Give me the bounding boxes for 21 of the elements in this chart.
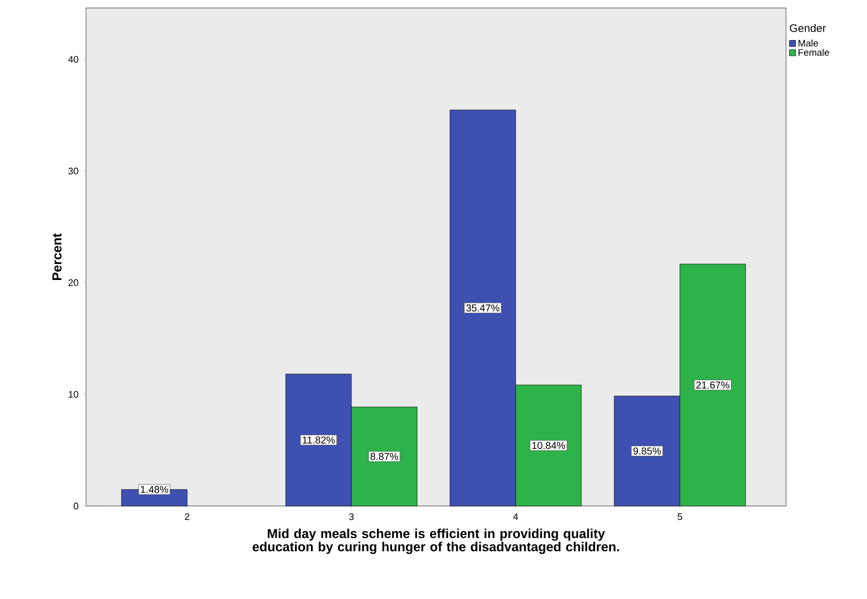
data-label: 21.67% — [696, 381, 730, 389]
x-tick-label: 3 — [349, 513, 354, 520]
data-label: 10.84% — [532, 442, 566, 450]
y-tick-label: 0 — [74, 502, 78, 510]
y-tick-label: 20 — [68, 279, 78, 286]
y-axis-title: Percent — [52, 233, 62, 280]
legend-title: Gender — [790, 24, 826, 32]
y-tick-label: 40 — [68, 56, 78, 63]
data-label: 11.82% — [302, 436, 335, 444]
data-label: 8.87% — [370, 452, 398, 460]
data-label: 35.47% — [466, 304, 500, 312]
data-label: 1.48% — [140, 486, 168, 494]
legend-label: Male — [798, 40, 818, 47]
data-label: 9.85% — [633, 447, 661, 455]
legend-label: Female — [798, 48, 830, 56]
x-axis-title: Mid day meals scheme is efficient in providing quality education by curing hunger of the disadvantaged children. — [252, 528, 619, 554]
x-tick-label: 5 — [678, 513, 682, 520]
x-tick-label: 2 — [185, 513, 190, 520]
x-tick-label: 4 — [513, 513, 518, 520]
y-tick-label: 10 — [68, 390, 78, 398]
y-tick-label: 30 — [68, 168, 78, 174]
